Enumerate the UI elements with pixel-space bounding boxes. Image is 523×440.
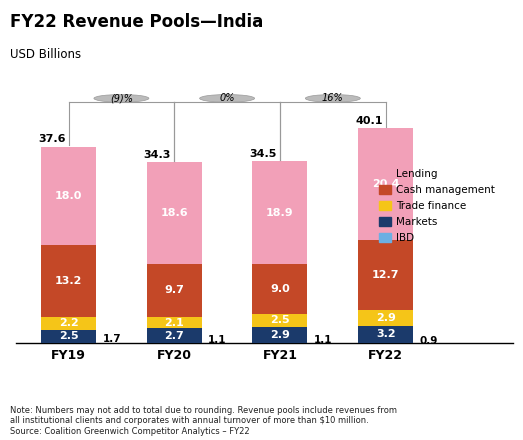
Text: 2.1: 2.1 xyxy=(164,318,184,328)
Text: 34.3: 34.3 xyxy=(144,150,171,160)
Ellipse shape xyxy=(94,95,149,102)
Text: 40.1: 40.1 xyxy=(355,116,382,126)
Text: 2.2: 2.2 xyxy=(59,319,78,329)
Text: 0%: 0% xyxy=(219,93,235,103)
Text: Note: Numbers may not add to total due to rounding. Revenue pools include revenu: Note: Numbers may not add to total due t… xyxy=(10,406,397,436)
Bar xyxy=(358,128,413,240)
Bar xyxy=(253,314,308,327)
Text: USD Billions: USD Billions xyxy=(10,48,82,62)
Bar xyxy=(41,330,96,343)
Text: 2.5: 2.5 xyxy=(270,315,290,326)
Text: 9.0: 9.0 xyxy=(270,284,290,294)
Bar xyxy=(147,264,202,317)
Text: 1.1: 1.1 xyxy=(314,335,332,345)
Text: 34.5: 34.5 xyxy=(249,149,277,158)
Text: 18.9: 18.9 xyxy=(266,208,294,217)
Bar xyxy=(253,161,308,264)
Text: (9)%: (9)% xyxy=(110,93,133,103)
Bar xyxy=(41,245,96,317)
Text: 3.2: 3.2 xyxy=(376,330,395,339)
Text: 37.6: 37.6 xyxy=(38,134,65,144)
Text: 2.9: 2.9 xyxy=(270,330,290,340)
Bar xyxy=(253,327,308,343)
Text: FY22 Revenue Pools—India: FY22 Revenue Pools—India xyxy=(10,13,264,31)
Text: 13.2: 13.2 xyxy=(55,276,82,286)
Bar xyxy=(358,326,413,343)
Text: 1.7: 1.7 xyxy=(103,334,121,344)
Text: 16%: 16% xyxy=(322,93,344,103)
Bar xyxy=(41,317,96,330)
Text: 9.7: 9.7 xyxy=(164,286,184,295)
Text: 18.0: 18.0 xyxy=(55,191,82,201)
Text: 12.7: 12.7 xyxy=(372,270,400,280)
Text: 18.6: 18.6 xyxy=(161,208,188,218)
Bar xyxy=(147,162,202,264)
Text: 2.5: 2.5 xyxy=(59,331,78,341)
Text: 0.9: 0.9 xyxy=(419,336,438,346)
Bar xyxy=(41,147,96,245)
Text: 2.7: 2.7 xyxy=(164,331,184,341)
Legend: Lending, Cash management, Trade finance, Markets, IBD: Lending, Cash management, Trade finance,… xyxy=(379,169,495,243)
Bar xyxy=(253,264,308,314)
Bar xyxy=(358,240,413,310)
Ellipse shape xyxy=(200,95,255,102)
Bar xyxy=(147,328,202,343)
Bar xyxy=(358,310,413,326)
Ellipse shape xyxy=(305,95,360,102)
Text: 20.4: 20.4 xyxy=(372,180,400,189)
Bar xyxy=(147,317,202,328)
Text: 1.1: 1.1 xyxy=(208,335,226,345)
Text: 2.9: 2.9 xyxy=(376,313,395,323)
